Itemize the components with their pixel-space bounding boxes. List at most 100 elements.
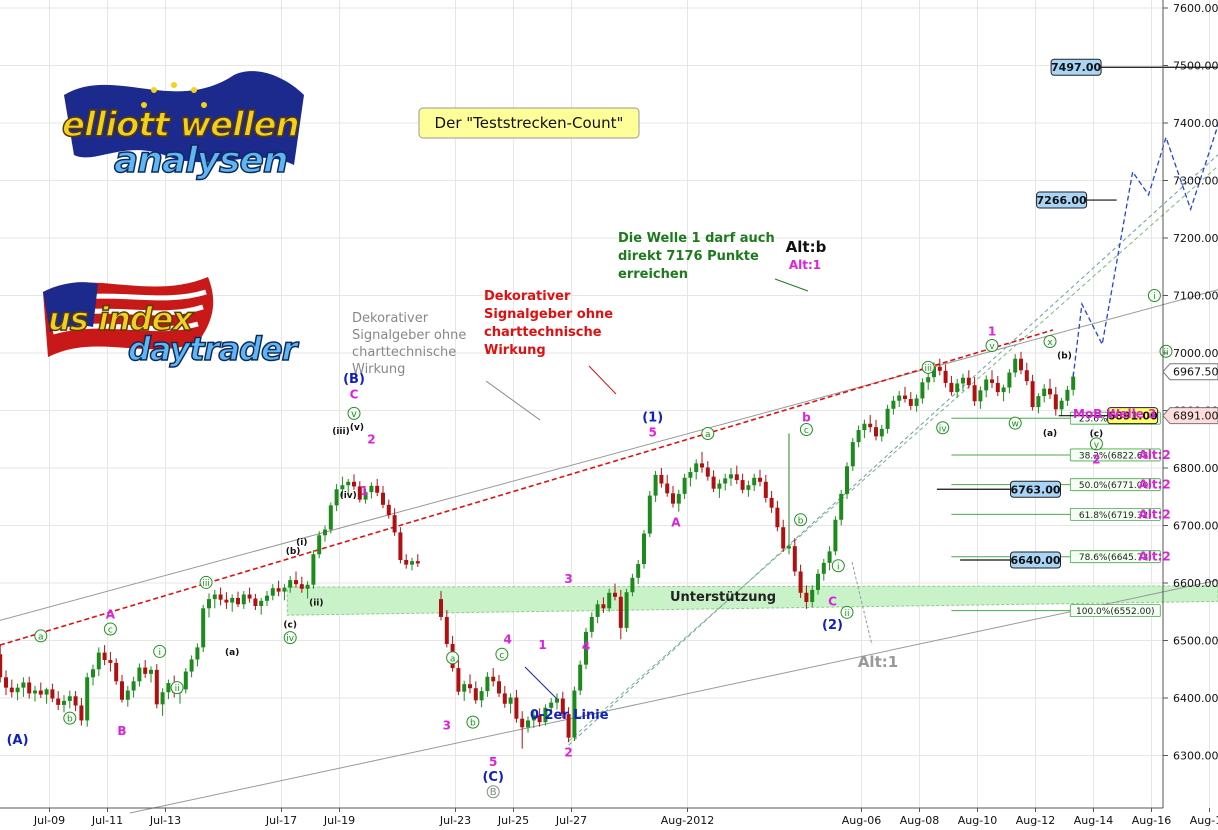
wave-label: (b)	[1057, 352, 1072, 362]
fib-label: 78.6%(6645.73)	[1079, 553, 1152, 563]
wave-label-circle	[283, 631, 297, 645]
y-tick-label: 6600.00	[1173, 577, 1218, 590]
wave-label-circle	[34, 629, 48, 643]
candle-body	[705, 467, 710, 477]
red-dashed-line	[0, 329, 1054, 646]
fib-label: 61.8%(6719.32)	[1079, 511, 1152, 521]
wave-label-circle	[199, 575, 213, 589]
red-annotation-line: Wirkung	[484, 343, 546, 358]
wave-label: (b)	[286, 547, 301, 557]
wave-label: B	[490, 787, 497, 798]
wave-label: (a)	[225, 648, 239, 658]
mob-label: MoB Welle 3	[1073, 407, 1156, 421]
y-tick-label: 6300.00	[1173, 750, 1218, 763]
lower-channel-line	[129, 579, 1218, 814]
candle-body	[589, 616, 594, 632]
candle-body	[85, 677, 90, 721]
candle-body	[1065, 389, 1070, 401]
wave-label: 2	[1092, 452, 1100, 466]
wave-label: iii	[924, 364, 932, 374]
candle-body	[212, 594, 217, 600]
y-tick-label: 6400.00	[1173, 692, 1218, 705]
candle-body	[874, 427, 878, 437]
wave-label: w	[1012, 420, 1019, 430]
candle-body	[746, 485, 751, 490]
wave-label: (v)	[350, 423, 364, 433]
candle-body	[595, 604, 600, 617]
x-tick-label: Jul-09	[33, 814, 65, 827]
candle-body	[1024, 370, 1029, 382]
wave-label-circle	[103, 622, 117, 636]
fib-label-box	[1069, 448, 1161, 462]
x-tick-label: Jul-13	[149, 814, 181, 827]
candle-body	[305, 584, 310, 589]
alt-1-gray-label: Alt:1	[858, 653, 898, 671]
x-tick-label: Jul-17	[265, 814, 297, 827]
candle-body	[978, 390, 983, 402]
candle-body	[218, 594, 223, 600]
candle-body	[711, 476, 716, 489]
candle-body	[143, 667, 148, 674]
wave-label-circle	[840, 605, 854, 619]
candle-body	[804, 592, 809, 602]
title-box-bg	[418, 107, 640, 139]
y-tick-label: 7000.00	[1173, 347, 1218, 360]
y-tick-label: 7300.00	[1173, 175, 1218, 188]
forecast-line	[1072, 123, 1218, 377]
price-flag-label: 6891.00	[1173, 410, 1218, 423]
candle-body	[473, 688, 478, 701]
wave-label: (A)	[7, 733, 29, 748]
candle-body	[1053, 394, 1058, 410]
candle-body	[415, 561, 420, 564]
candle-body	[15, 687, 20, 693]
wave-label: C	[350, 387, 359, 401]
candles	[0, 351, 1076, 749]
candle-body	[79, 705, 84, 721]
candle-body	[891, 400, 896, 409]
red-pointer	[588, 365, 617, 395]
wave-label: 4	[504, 632, 512, 646]
candle-body	[630, 577, 635, 593]
candle-body	[1042, 388, 1047, 397]
us-logo-line2: daytrader	[127, 329, 298, 369]
candle-body	[491, 676, 496, 682]
candle-body	[845, 466, 849, 494]
candle-body	[647, 495, 652, 534]
x-tick-label: Aug-14	[1074, 814, 1113, 827]
chart-title: Der "Teststrecken-Count"	[435, 114, 624, 132]
target-value: 7497.00	[1051, 61, 1101, 74]
zero-two-line-a	[568, 154, 1218, 746]
candle-body	[763, 481, 768, 498]
us-logo-line1: us index	[47, 299, 193, 339]
trend-lines	[0, 154, 1218, 814]
target-box	[1010, 551, 1061, 569]
candle-body	[67, 696, 72, 701]
candle-body	[9, 687, 14, 693]
x-axis: Jul-09 Jul-11 Jul-13 Jul-17 Jul-19 Jul-23 Jul-…	[0, 807, 1218, 827]
candle-body	[1030, 381, 1035, 408]
candle-body	[386, 504, 391, 516]
candle-body	[1071, 376, 1076, 390]
candle-body	[607, 592, 612, 609]
candle-body	[526, 720, 530, 728]
wave-label-circle	[831, 559, 845, 573]
candle-body	[961, 377, 965, 384]
candle-body	[0, 654, 3, 678]
y-tick-label: 6800.00	[1173, 462, 1218, 475]
green-annotation-line: direkt 7176 Punkte	[618, 249, 759, 264]
target-value: 6891.00	[1108, 410, 1158, 423]
candle-body	[195, 647, 200, 660]
candle-body	[392, 515, 397, 533]
candle-body	[201, 608, 206, 648]
candle-body	[903, 395, 907, 399]
wave-label: v	[351, 409, 357, 420]
wave-label-circle	[347, 406, 361, 420]
price-flag	[1162, 407, 1218, 425]
candle-body	[352, 481, 356, 487]
candle-body	[317, 535, 322, 555]
candle-body	[270, 588, 275, 596]
wave-label-circle	[495, 647, 509, 661]
wave-label-circle	[936, 421, 950, 435]
candle-body	[369, 485, 374, 493]
